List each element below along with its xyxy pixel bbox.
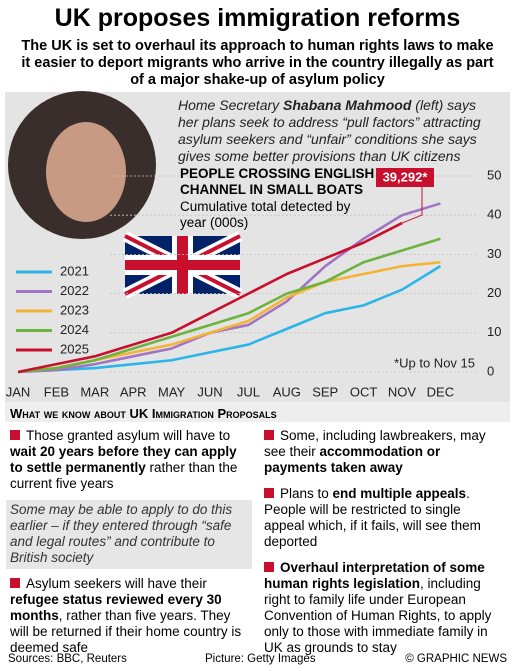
x-tick-label: NOV	[388, 384, 417, 399]
x-tick-label: JUN	[197, 384, 222, 399]
chart-note: *Up to Nov 15	[394, 355, 475, 370]
text: Asylum seekers will have their	[26, 576, 207, 591]
x-tick-label: FEB	[44, 384, 69, 399]
x-tick-label: SEP	[312, 384, 338, 399]
y-tick-label: 0	[487, 363, 494, 378]
y-tick-label: 20	[487, 285, 501, 300]
picture-credit: Picture: Getty Images	[205, 653, 316, 665]
text: Some may be able to apply to do this ear…	[10, 502, 233, 565]
legend-label: 2025	[60, 341, 89, 356]
bold-text: accommodation or payments taken away	[264, 444, 441, 475]
bold-text: refugee status reviewed every 30 months	[10, 592, 222, 623]
text: Home Secretary	[178, 97, 284, 113]
title: UK proposes immigration reforms	[54, 4, 461, 32]
x-tick-label: OCT	[350, 384, 378, 399]
text: Plans to	[280, 486, 333, 501]
y-tick-label: 30	[487, 246, 501, 261]
quote: Home Secretary Shabana Mahmood (left) sa…	[178, 97, 498, 165]
y-tick-label: 50	[487, 167, 501, 182]
bullet: Those granted asylum will have to wait 2…	[6, 426, 252, 495]
annotation-leader	[401, 186, 423, 224]
photo-face	[46, 122, 126, 222]
text: , rather than five years. They will be r…	[10, 608, 242, 655]
sources: Sources: BBC, Reuters	[8, 653, 127, 665]
right-column: Some, including lawbreakers, may see the…	[260, 426, 506, 664]
x-tick-label: AUG	[273, 384, 301, 399]
bold-text: Shabana Mahmood	[283, 97, 412, 113]
credit: © GRAPHIC NEWS	[405, 653, 507, 665]
text: rather than the current five years	[10, 460, 238, 491]
text: Some, including lawbreakers, may see the…	[264, 428, 486, 459]
y-tick-label: 40	[487, 207, 501, 222]
legend-label: 2023	[60, 302, 89, 317]
text: Those granted asylum will have to	[26, 428, 231, 443]
series-line	[17, 265, 442, 374]
x-tick-label: JUL	[237, 384, 260, 399]
x-tick-label: MAY	[158, 384, 186, 399]
legend-label: 2022	[60, 283, 89, 298]
aside: Some may be able to apply to do this ear…	[6, 500, 252, 569]
chart-title: PEOPLE CROSSING ENGLISH CHANNEL IN SMALL…	[180, 166, 375, 197]
series-line	[17, 202, 441, 374]
bold-text: wait 20 years before they can apply to s…	[10, 444, 237, 475]
bullet: Asylum seekers will have their refugee s…	[6, 574, 252, 659]
x-tick-label: JAN	[6, 384, 31, 399]
bold-text: end multiple appeals	[332, 486, 467, 501]
chart-subtitle: Cumulative total detected by year (000s)	[180, 199, 351, 230]
x-tick-label: MAR	[80, 384, 109, 399]
legend-label: 2024	[60, 322, 89, 337]
uk-flag	[122, 231, 243, 299]
text: (left) says her plans seek to address “p…	[178, 97, 481, 164]
x-tick-label: APR	[120, 384, 147, 399]
subtitle: The UK is set to overhaul its approach t…	[21, 38, 494, 88]
annotation-box	[376, 168, 434, 187]
bold-text: Overhaul interpretation of some human ri…	[264, 560, 485, 591]
text: . People will be restricted to single ap…	[264, 486, 481, 549]
bullet: Overhaul interpretation of some human ri…	[260, 558, 506, 659]
bullet: Some, including lawbreakers, may see the…	[260, 426, 506, 479]
x-tick-label: DEC	[427, 384, 454, 399]
legend-label: 2021	[60, 263, 89, 278]
section-heading: What we know about UK Immigration Propos…	[10, 406, 277, 421]
bullet: Plans to end multiple appeals. People wi…	[260, 484, 506, 553]
y-tick-label: 10	[487, 324, 501, 339]
annotation-label: 39,292*	[383, 169, 429, 184]
left-column: Those granted asylum will have to wait 2…	[6, 426, 252, 664]
series-line	[17, 221, 403, 374]
series-line	[17, 237, 441, 374]
text: , including right to family life under E…	[264, 576, 492, 655]
heading-bar	[5, 402, 510, 422]
